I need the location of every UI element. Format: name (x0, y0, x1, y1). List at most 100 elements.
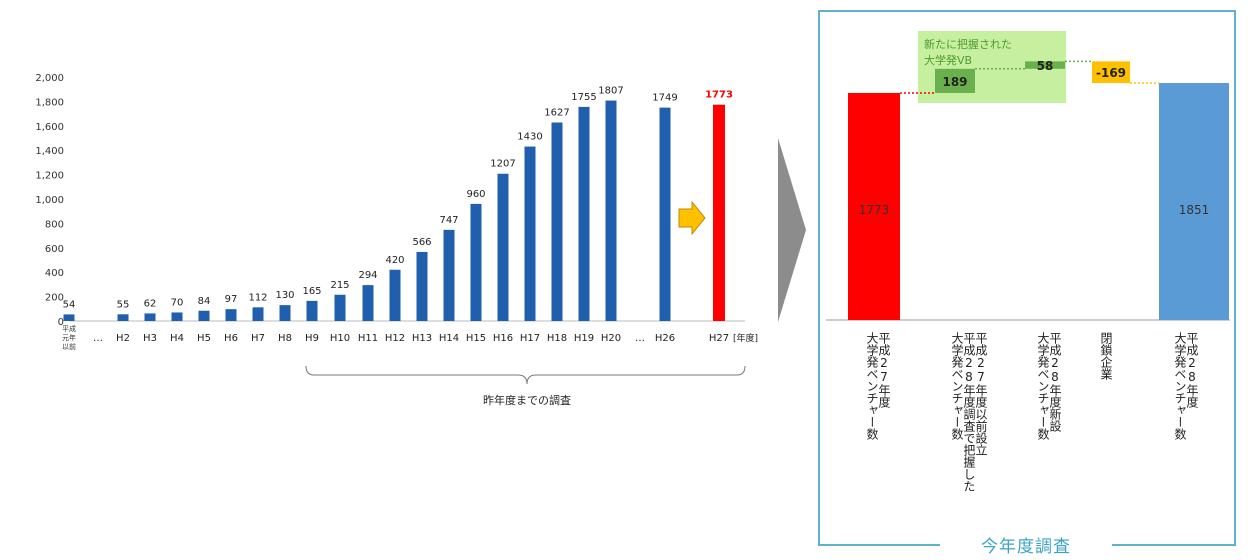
x-tick-label: H26 (655, 333, 675, 344)
bar-value-label: 1627 (544, 108, 569, 119)
x-tick-label: H8 (278, 333, 292, 344)
bar (306, 300, 318, 321)
y-tick-label: 400 (45, 268, 64, 279)
y-tick-label: 1,800 (35, 97, 64, 108)
bar (389, 269, 401, 321)
bar-value-label: 747 (439, 215, 458, 226)
highlight-arrow-icon (678, 200, 706, 236)
bar (605, 100, 617, 322)
current-survey-panel (818, 10, 1236, 546)
x-tick-label: H2 (116, 333, 130, 344)
x-tick-label: H13 (412, 333, 432, 344)
category-label-line: 平成28年度調査で把握した (962, 332, 976, 492)
category-label-line: 平成27年度 (877, 332, 891, 408)
bar-value-label: 97 (225, 294, 238, 305)
category-label-line: 大学発ベンチャー数 (865, 332, 879, 440)
bar (470, 203, 482, 321)
x-tick-label: H10 (330, 333, 350, 344)
y-tick-label: 1,000 (35, 195, 64, 206)
x-tick-label: H4 (170, 333, 184, 344)
x-tick-label: 平成 (62, 324, 76, 333)
x-tick-label: H9 (305, 333, 319, 344)
bracket-label: 昨年度までの調査 (483, 393, 571, 407)
x-tick-label: H17 (520, 333, 540, 344)
bar (63, 314, 75, 321)
y-tick-label: 1,600 (35, 122, 64, 133)
bar-value-label: 130 (275, 290, 294, 301)
bar-value-label: 1207 (490, 159, 515, 170)
x-tick-label: H12 (385, 333, 405, 344)
bar-value-label: 1430 (517, 132, 542, 143)
bar (416, 251, 428, 321)
bar (144, 313, 156, 321)
x-tick-label: … (635, 333, 645, 344)
y-tick-label: 200 (45, 293, 64, 304)
bar-value-label: 215 (330, 280, 349, 291)
x-tick-label: … (93, 333, 103, 344)
x-tick-label: H11 (358, 333, 378, 344)
bar (171, 312, 183, 321)
x-tick-label: H27 (709, 333, 729, 344)
category-label-line: 平成28年度 (1185, 332, 1199, 408)
category-label-line: 大学発ベンチャー数 (1036, 332, 1050, 440)
x-tick-label: 元年 (62, 333, 76, 342)
bar-value-label: 55 (117, 299, 130, 310)
y-tick-label: 600 (45, 244, 64, 255)
current-survey-label: 今年度調査 (940, 534, 1112, 560)
bar (198, 310, 210, 321)
category-label-line: 大学発ベンチャー数 (950, 332, 964, 440)
category-label-line: 平成27年度以前設立 (974, 332, 988, 456)
x-tick-label: H19 (574, 333, 594, 344)
bar-value-label: 1755 (571, 92, 596, 103)
bar-value-label: 1807 (598, 86, 623, 97)
x-tick-label: 以前 (62, 342, 76, 351)
bar-value-label: 62 (144, 298, 157, 309)
x-tick-label: H20 (601, 333, 621, 344)
x-tick-label: H6 (224, 333, 238, 344)
y-tick-label: 1,200 (35, 171, 64, 182)
bar-value-label: 54 (63, 299, 76, 310)
x-tick-label: H16 (493, 333, 513, 344)
waterfall-category-label: 平成27年度以前設立 平成28年度調査で把握した 大学発ベンチャー数 (950, 332, 988, 492)
y-tick-label: 1,400 (35, 146, 64, 157)
bar (334, 294, 346, 321)
bar (659, 107, 671, 321)
bar-value-label: 960 (466, 189, 485, 200)
category-label-line: 平成28年度新設 (1048, 332, 1062, 432)
x-tick-label: H15 (466, 333, 486, 344)
bar (551, 122, 563, 321)
bar (279, 305, 291, 321)
y-tick-label: 0 (58, 317, 64, 328)
bar-value-label: 566 (412, 237, 431, 248)
bar-value-label: 1749 (652, 93, 677, 104)
bar (524, 146, 536, 321)
bar (117, 314, 129, 321)
waterfall-category-label: 平成28年度 大学発ベンチャー数 (1173, 332, 1199, 440)
waterfall-category-label: 平成28年度新設 大学発ベンチャー数 (1036, 332, 1062, 440)
y-tick-label: 800 (45, 219, 64, 230)
bar-value-label: 420 (385, 255, 404, 266)
bar (252, 307, 264, 321)
waterfall-category-label: 平成27年度 大学発ベンチャー数 (865, 332, 891, 440)
x-tick-label: H14 (439, 333, 459, 344)
bar (225, 309, 237, 321)
bar (497, 173, 509, 321)
bar (713, 104, 725, 321)
x-unit-label: [年度] (733, 332, 758, 344)
bar (362, 285, 374, 321)
waterfall-category-label: 閉鎖企業 (1099, 332, 1113, 380)
x-tick-label: H3 (143, 333, 157, 344)
bar-value-label: 112 (248, 292, 267, 303)
x-tick-label: H7 (251, 333, 265, 344)
x-tick-label: H18 (547, 333, 567, 344)
bar (443, 229, 455, 321)
bar-value-label: 70 (171, 297, 184, 308)
category-label-line: 大学発ベンチャー数 (1173, 332, 1187, 440)
bar (578, 106, 590, 321)
y-tick-label: 2,000 (35, 73, 64, 84)
bar-value-label: 1773 (705, 90, 733, 101)
bracket (305, 365, 746, 385)
x-tick-label: H5 (197, 333, 211, 344)
historical-bar-chart: 0 200 400 600 800 1,000 1,200 1,400 1,600 1,800 2,… (35, 73, 758, 407)
bar-value-label: 84 (198, 296, 211, 307)
